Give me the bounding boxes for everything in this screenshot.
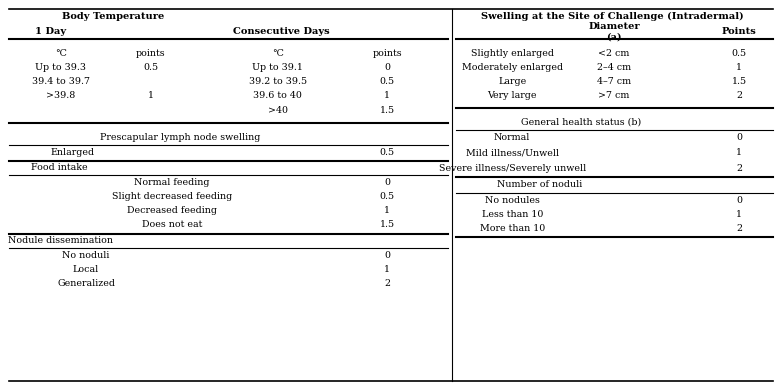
Text: (a): (a) [606,32,622,41]
Text: 1.5: 1.5 [379,220,395,229]
Text: 0: 0 [736,196,742,205]
Text: °C: °C [271,49,284,58]
Text: points: points [136,49,166,58]
Text: 39.6 to 40: 39.6 to 40 [253,91,302,100]
Text: No nodules: No nodules [485,196,540,205]
Text: 1: 1 [384,206,390,215]
Text: 0: 0 [384,63,390,72]
Text: >39.8: >39.8 [46,91,76,100]
Text: Prescapular lymph node swelling: Prescapular lymph node swelling [99,133,260,142]
Text: Body Temperature: Body Temperature [63,12,164,21]
Text: 2: 2 [384,279,390,288]
Text: More than 10: More than 10 [479,224,545,233]
Text: 2: 2 [736,91,742,100]
Text: 2: 2 [736,164,742,173]
Text: >7 cm: >7 cm [598,91,630,100]
Text: Food intake: Food intake [31,163,88,172]
Text: 39.2 to 39.5: 39.2 to 39.5 [249,77,307,86]
Text: Generalized: Generalized [57,279,115,288]
Text: Enlarged: Enlarged [51,148,95,157]
Text: 39.4 to 39.7: 39.4 to 39.7 [32,77,90,86]
Text: 1: 1 [384,265,390,274]
Text: 1.5: 1.5 [731,77,747,86]
Text: 1 Day: 1 Day [35,27,66,36]
Text: 2–4 cm: 2–4 cm [597,63,631,72]
Text: Up to 39.3: Up to 39.3 [35,63,87,72]
Text: 1: 1 [736,148,742,157]
Text: Consecutive Days: Consecutive Days [233,27,330,36]
Text: 0: 0 [736,133,742,142]
Text: 0: 0 [384,178,390,187]
Text: No noduli: No noduli [63,251,109,260]
Text: Less than 10: Less than 10 [482,210,543,219]
Text: Points: Points [722,27,756,36]
Text: Up to 39.1: Up to 39.1 [252,63,303,72]
Text: Mild illness/Unwell: Mild illness/Unwell [465,148,559,157]
Text: 1: 1 [384,91,390,100]
Text: 0.5: 0.5 [379,77,395,86]
Text: Normal feeding: Normal feeding [135,178,210,187]
Text: Very large: Very large [487,91,537,100]
Text: 0: 0 [384,251,390,260]
Text: Does not eat: Does not eat [142,220,203,229]
Text: General health status (b): General health status (b) [521,117,641,126]
Text: °C: °C [55,49,67,58]
Text: Slight decreased feeding: Slight decreased feeding [112,192,232,201]
Text: 1.5: 1.5 [379,106,395,115]
Text: Diameter: Diameter [588,22,640,31]
Text: Severe illness/Severely unwell: Severe illness/Severely unwell [439,164,586,173]
Text: Number of noduli: Number of noduli [497,181,582,190]
Text: 4–7 cm: 4–7 cm [597,77,631,86]
Text: Moderately enlarged: Moderately enlarged [461,63,563,72]
Text: Local: Local [73,265,99,274]
Text: 0.5: 0.5 [143,63,159,72]
Text: 0.5: 0.5 [731,49,747,58]
Text: 1: 1 [148,91,154,100]
Text: points: points [372,49,402,58]
Text: 0.5: 0.5 [379,148,395,157]
Text: 1: 1 [736,210,742,219]
Text: 1: 1 [736,63,742,72]
Text: 2: 2 [736,224,742,233]
Text: Slightly enlarged: Slightly enlarged [471,49,554,58]
Text: Nodule dissemination: Nodule dissemination [8,236,113,245]
Text: >40: >40 [267,106,288,115]
Text: Swelling at the Site of Challenge (Intradermal): Swelling at the Site of Challenge (Intra… [481,12,744,21]
Text: Normal: Normal [494,133,530,142]
Text: Decreased feeding: Decreased feeding [127,206,217,215]
Text: <2 cm: <2 cm [598,49,630,58]
Text: 0.5: 0.5 [379,192,395,201]
Text: Large: Large [498,77,526,86]
